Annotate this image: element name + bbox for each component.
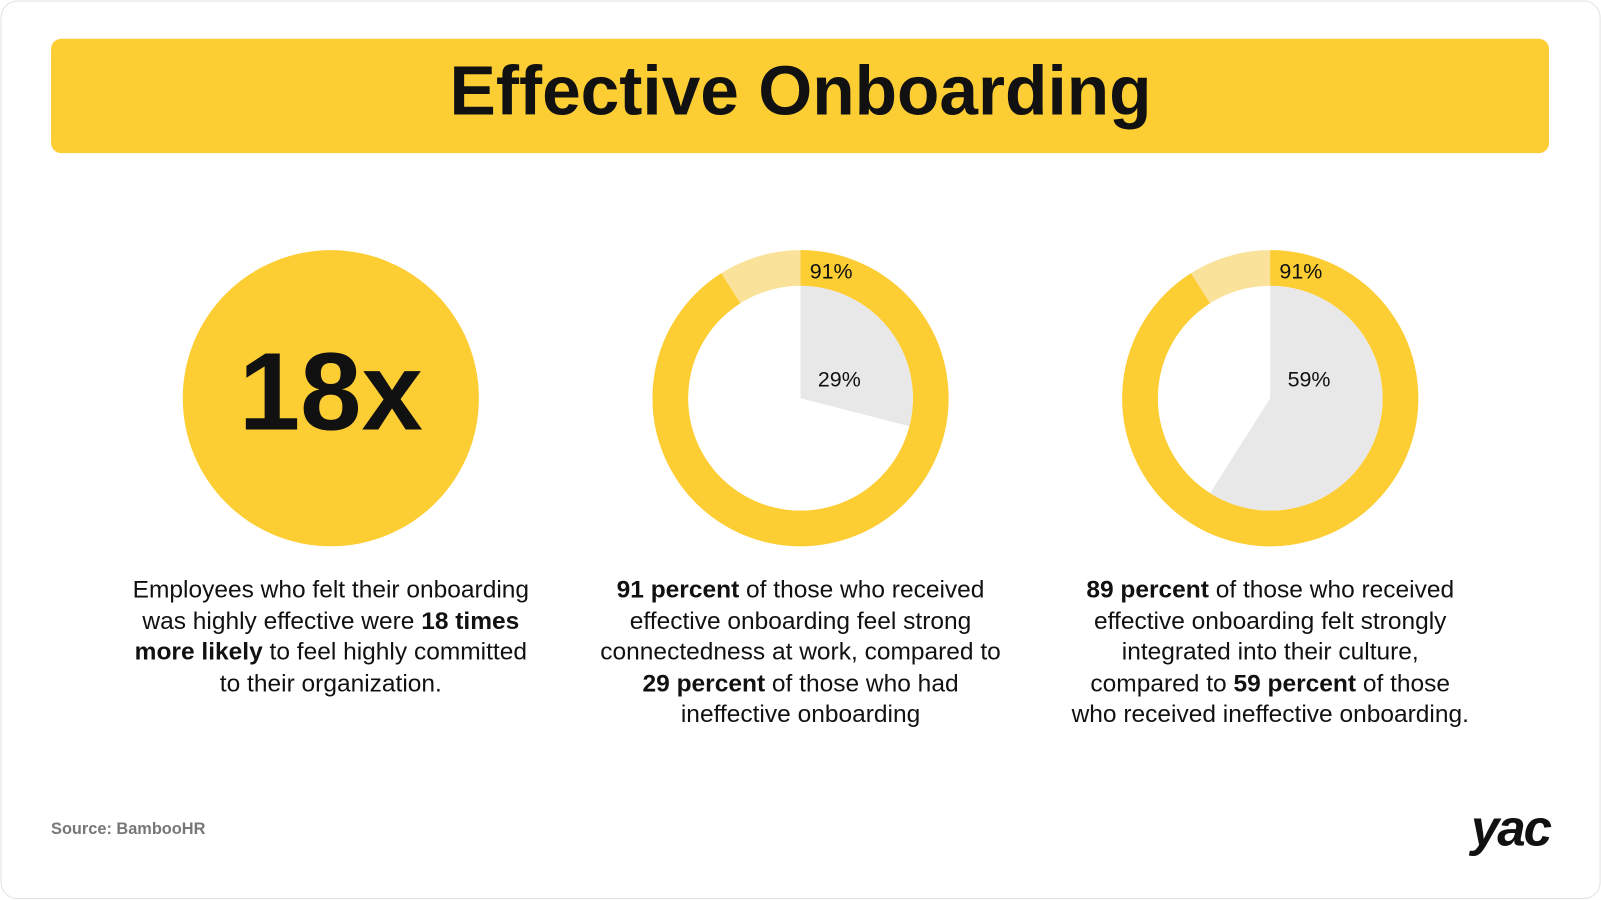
caption-segment: 91 percent <box>616 575 740 604</box>
header-band <box>51 38 1550 154</box>
caption-segment: 59 percent <box>1233 669 1357 697</box>
inner-sector <box>800 285 913 427</box>
caption: Employees who felt their onboarding was … <box>127 575 535 700</box>
caption-segment: of those who had ineffective onboarding <box>680 669 959 729</box>
caption: 91 percent of those who received effecti… <box>596 575 1004 731</box>
ring-arc <box>1122 250 1419 547</box>
caption-segment: Employees who felt their onboarding was … <box>132 575 530 635</box>
caption-segment: of those who received effective onboardi… <box>1090 575 1455 697</box>
inner-label: 29% <box>818 368 861 392</box>
caption-segment: 18 times more likely <box>134 607 520 666</box>
ring-arc <box>652 250 949 547</box>
stat: 18x <box>239 330 423 453</box>
logo: yac <box>1470 799 1552 857</box>
caption-segment: to feel highly committed to their organi… <box>219 638 527 697</box>
title: Effective Onboarding <box>450 51 1152 129</box>
source: Source: BambooHR <box>51 820 206 839</box>
caption-segment: 29 percent <box>642 669 766 697</box>
stat-circle <box>182 250 479 547</box>
ring-label: 91% <box>810 259 853 283</box>
ring-label: 91% <box>1279 259 1322 283</box>
inner-sector <box>1210 285 1383 511</box>
caption-segment: 89 percent <box>1086 575 1209 604</box>
caption-segment: of those who received ineffective onboar… <box>1071 669 1469 729</box>
inner-label: 59% <box>1288 368 1331 392</box>
caption-segment: of those who received effective onboardi… <box>600 575 1001 666</box>
caption: 89 percent of those who received effecti… <box>1066 575 1474 731</box>
